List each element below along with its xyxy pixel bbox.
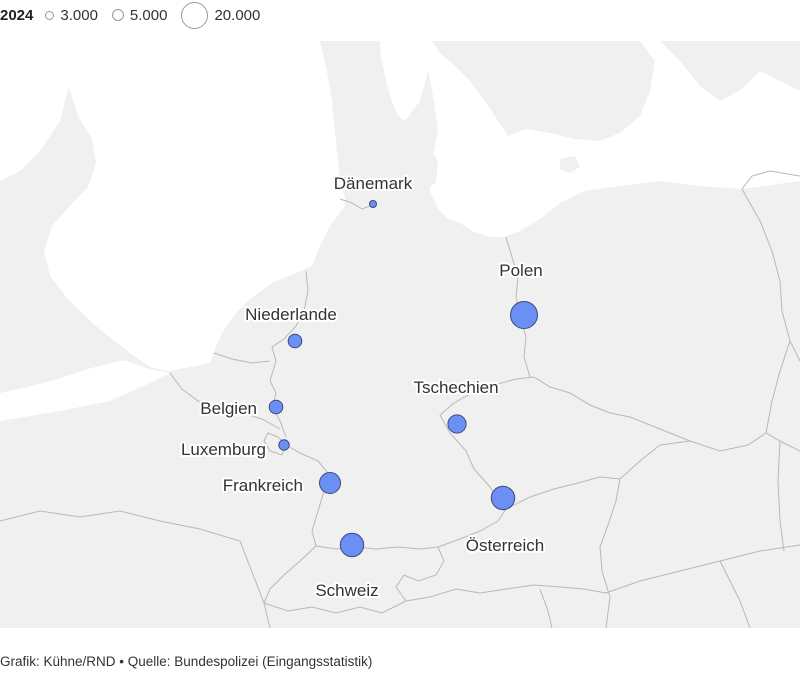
border-pl-lt <box>741 170 800 190</box>
denmark-jutland <box>320 41 398 203</box>
border-pl-cz <box>533 376 691 442</box>
legend-label-small: 3.000 <box>60 6 98 24</box>
border-hu-south <box>605 544 800 594</box>
bubble-österreich[interactable] <box>490 485 516 511</box>
border-nl-be <box>213 352 271 364</box>
bubble-schweiz[interactable] <box>339 532 365 558</box>
border-cz-sk <box>619 440 691 480</box>
border-lu <box>263 432 287 456</box>
atlantic <box>0 41 70 181</box>
border-map: DänemarkDänemarkPolenPolenNiederlandeNie… <box>0 41 800 628</box>
bubble-frankreich[interactable] <box>319 472 341 494</box>
source-footer: Grafik: Kühne/RND • Quelle: Bundespolize… <box>0 654 373 669</box>
north-sea <box>40 41 345 371</box>
legend: 2024 3.000 5.000 20.000 <box>0 0 800 30</box>
great-britain <box>0 96 138 393</box>
legend-circle-medium <box>111 9 124 21</box>
gotland <box>690 137 760 155</box>
country-label-niederlande: Niederlande <box>245 305 337 324</box>
country-label-halo: Tschechien <box>413 378 498 397</box>
legend-item-small: 3.000 <box>45 7 98 24</box>
legend-label-large: 20.000 <box>214 6 261 24</box>
country-label-halo: Luxemburg <box>181 440 266 459</box>
bubble-niederlande[interactable] <box>287 333 303 349</box>
country-label-luxemburg: Luxemburg <box>181 440 266 459</box>
legend-item-medium: 5.000 <box>111 6 168 24</box>
country-label-halo: Dänemark <box>334 174 413 193</box>
land-areas <box>0 41 800 393</box>
country-label-frankreich: Frankreich <box>223 476 303 495</box>
country-label-schweiz: Schweiz <box>315 581 378 600</box>
border-de-at <box>437 450 507 548</box>
border-fr-it <box>263 602 271 628</box>
country-label-österreich: Österreich <box>466 536 544 555</box>
country-label-halo: Schweiz <box>315 581 378 600</box>
bornholm <box>560 156 580 173</box>
border-pl-ua <box>765 340 791 434</box>
border-at-it <box>405 584 607 602</box>
kattegat <box>380 41 430 121</box>
legend-label-medium: 5.000 <box>129 6 168 24</box>
sweden-south <box>432 41 655 141</box>
country-label-tschechien: Tschechien <box>413 378 498 397</box>
border-sk-ua-hu <box>689 432 800 452</box>
border-be-fr <box>169 372 281 430</box>
border-ch-at <box>395 546 445 602</box>
border-ro-hu <box>777 440 785 552</box>
bubble-tschechien[interactable] <box>447 414 467 434</box>
country-borders <box>0 170 800 628</box>
bubble-luxemburg[interactable] <box>278 439 290 451</box>
country-label-halo: Niederlande <box>245 305 337 324</box>
english-channel <box>0 359 170 421</box>
country-label-polen: Polen <box>499 261 542 280</box>
legend-circle-large <box>181 1 209 29</box>
border-de-nl <box>269 270 309 382</box>
border-ch-it <box>263 600 407 614</box>
country-label-halo: Frankreich <box>223 476 303 495</box>
label-layer: DänemarkDänemarkPolenPolenNiederlandeNie… <box>179 172 546 602</box>
danish-islands <box>396 145 438 191</box>
border-balkans <box>719 560 751 628</box>
baltic-coast-east <box>680 41 800 83</box>
border-at-sk-hu <box>599 478 621 628</box>
bubble-belgien[interactable] <box>268 399 284 415</box>
border-fr-ch <box>263 545 317 604</box>
bubble-dänemark[interactable] <box>369 200 377 208</box>
bubble-layer <box>268 200 538 558</box>
legend-circle-small <box>45 10 55 20</box>
country-label-halo: Belgien <box>200 399 257 418</box>
country-label-dänemark: Dänemark <box>334 174 413 193</box>
border-cz-at <box>505 476 621 510</box>
bubble-polen[interactable] <box>510 301 538 329</box>
legend-item-large: 20.000 <box>181 1 261 29</box>
border-de-dk <box>339 198 373 210</box>
border-it-si <box>539 588 553 628</box>
country-label-belgien: Belgien <box>200 399 257 418</box>
legend-year: 2024 <box>0 6 34 24</box>
border-de-ch <box>315 545 439 550</box>
country-label-halo: Polen <box>499 261 542 280</box>
border-de-cz <box>439 376 535 452</box>
border-fr-south <box>0 510 265 604</box>
country-label-halo: Österreich <box>466 536 544 555</box>
